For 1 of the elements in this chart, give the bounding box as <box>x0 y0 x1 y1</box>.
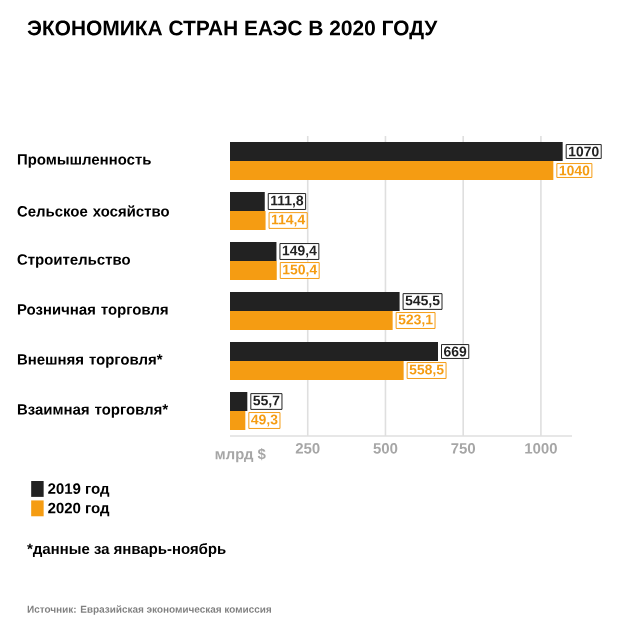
chart-title: ЭКОНОМИКА СТРАН ЕАЭС В 2020 ГОДУ <box>27 20 438 40</box>
